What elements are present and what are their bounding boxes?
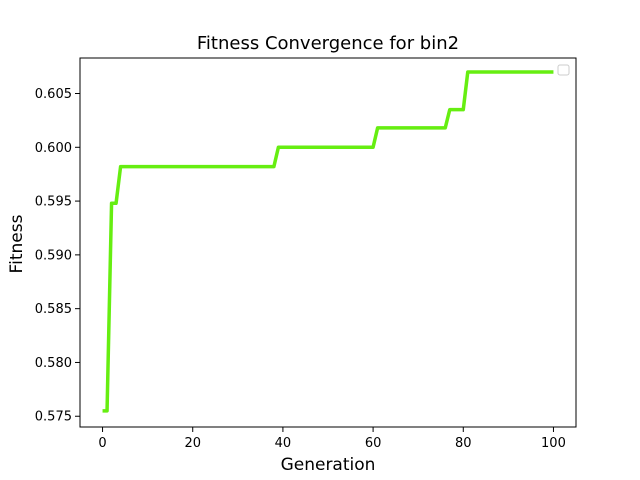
- y-tick-label: 0.605: [35, 87, 72, 102]
- x-tick-label: 100: [541, 436, 566, 451]
- legend-box: [557, 64, 570, 76]
- series-line-0: [102, 70, 554, 413]
- x-tick-label: 0: [98, 436, 106, 451]
- y-tick-label: 0.585: [35, 302, 72, 317]
- y-axis-label: Fitness: [7, 214, 27, 273]
- x-axis-label: Generation: [281, 455, 376, 475]
- y-tick-label: 0.575: [35, 410, 72, 425]
- axes-frame: [79, 57, 577, 428]
- plot-area: 0 20 40 60 80 100 0.575 0.580 0.585 0.590 0.595 0.6…: [35, 57, 577, 451]
- y-tick-label: 0.580: [35, 356, 72, 371]
- x-tick-label: 20: [184, 436, 201, 451]
- chart-title: Fitness Convergence for bin2: [197, 33, 459, 54]
- y-tick-label: 0.595: [35, 195, 72, 210]
- x-tick-label: 40: [275, 436, 292, 451]
- y-tick-label: 0.600: [35, 141, 72, 156]
- y-tick-label: 0.590: [35, 248, 72, 263]
- x-tick-label: 80: [455, 436, 472, 451]
- x-tick-label: 60: [365, 436, 382, 451]
